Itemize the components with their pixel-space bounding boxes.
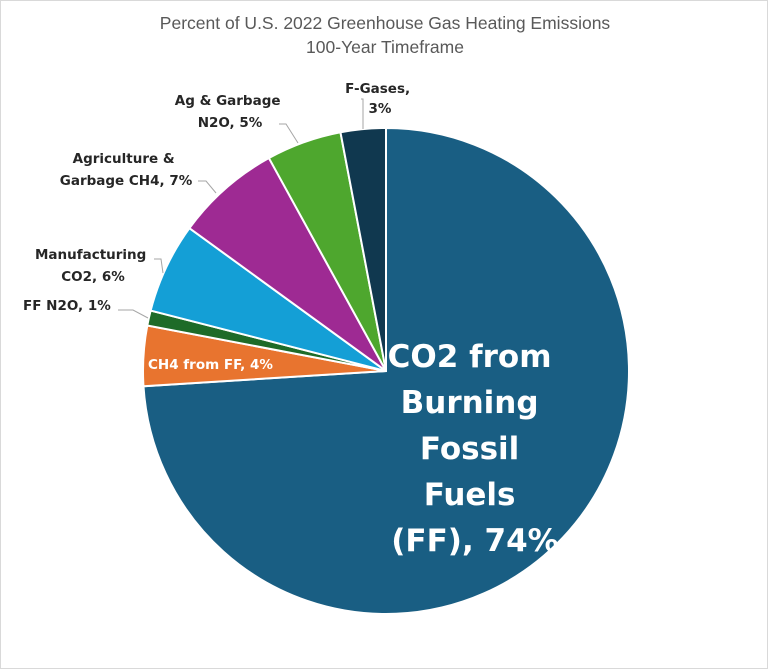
data-label-manufacturing-co2: Manufacturing CO2, 6% — [35, 247, 151, 285]
chart-title-line-2: 100-Year Timeframe — [306, 37, 464, 57]
data-label-ag-n2o: Ag & Garbage N2O, 5% — [175, 93, 285, 131]
leader-line-ff-n2o — [118, 309, 149, 319]
data-label-f-gases: F-Gases, 3% — [345, 81, 415, 117]
leader-line-manufacturing — [154, 258, 164, 274]
data-label-co2-ff: CO2 from Burning Fossil Fuels (FF), 74% — [388, 339, 563, 559]
data-label-ag-ch4: Agriculture & Garbage CH4, 7% — [60, 151, 193, 189]
leader-line-ag-n2o — [279, 123, 299, 144]
pie-slice-f-gases — [339, 126, 387, 372]
pie-slice-agriculture-garbage-ch4 — [188, 156, 387, 372]
chart-title-line-1: Percent of U.S. 2022 Greenhouse Gas Heat… — [160, 13, 611, 33]
leader-line-ag-ch4 — [198, 180, 217, 194]
data-label-ff-n2o: FF N2O, 1% — [23, 298, 111, 314]
data-label-ch4-ff: CH4 from FF, 4% — [148, 357, 273, 373]
leader-line-f-gases — [361, 98, 364, 129]
pie-slices — [142, 126, 630, 615]
